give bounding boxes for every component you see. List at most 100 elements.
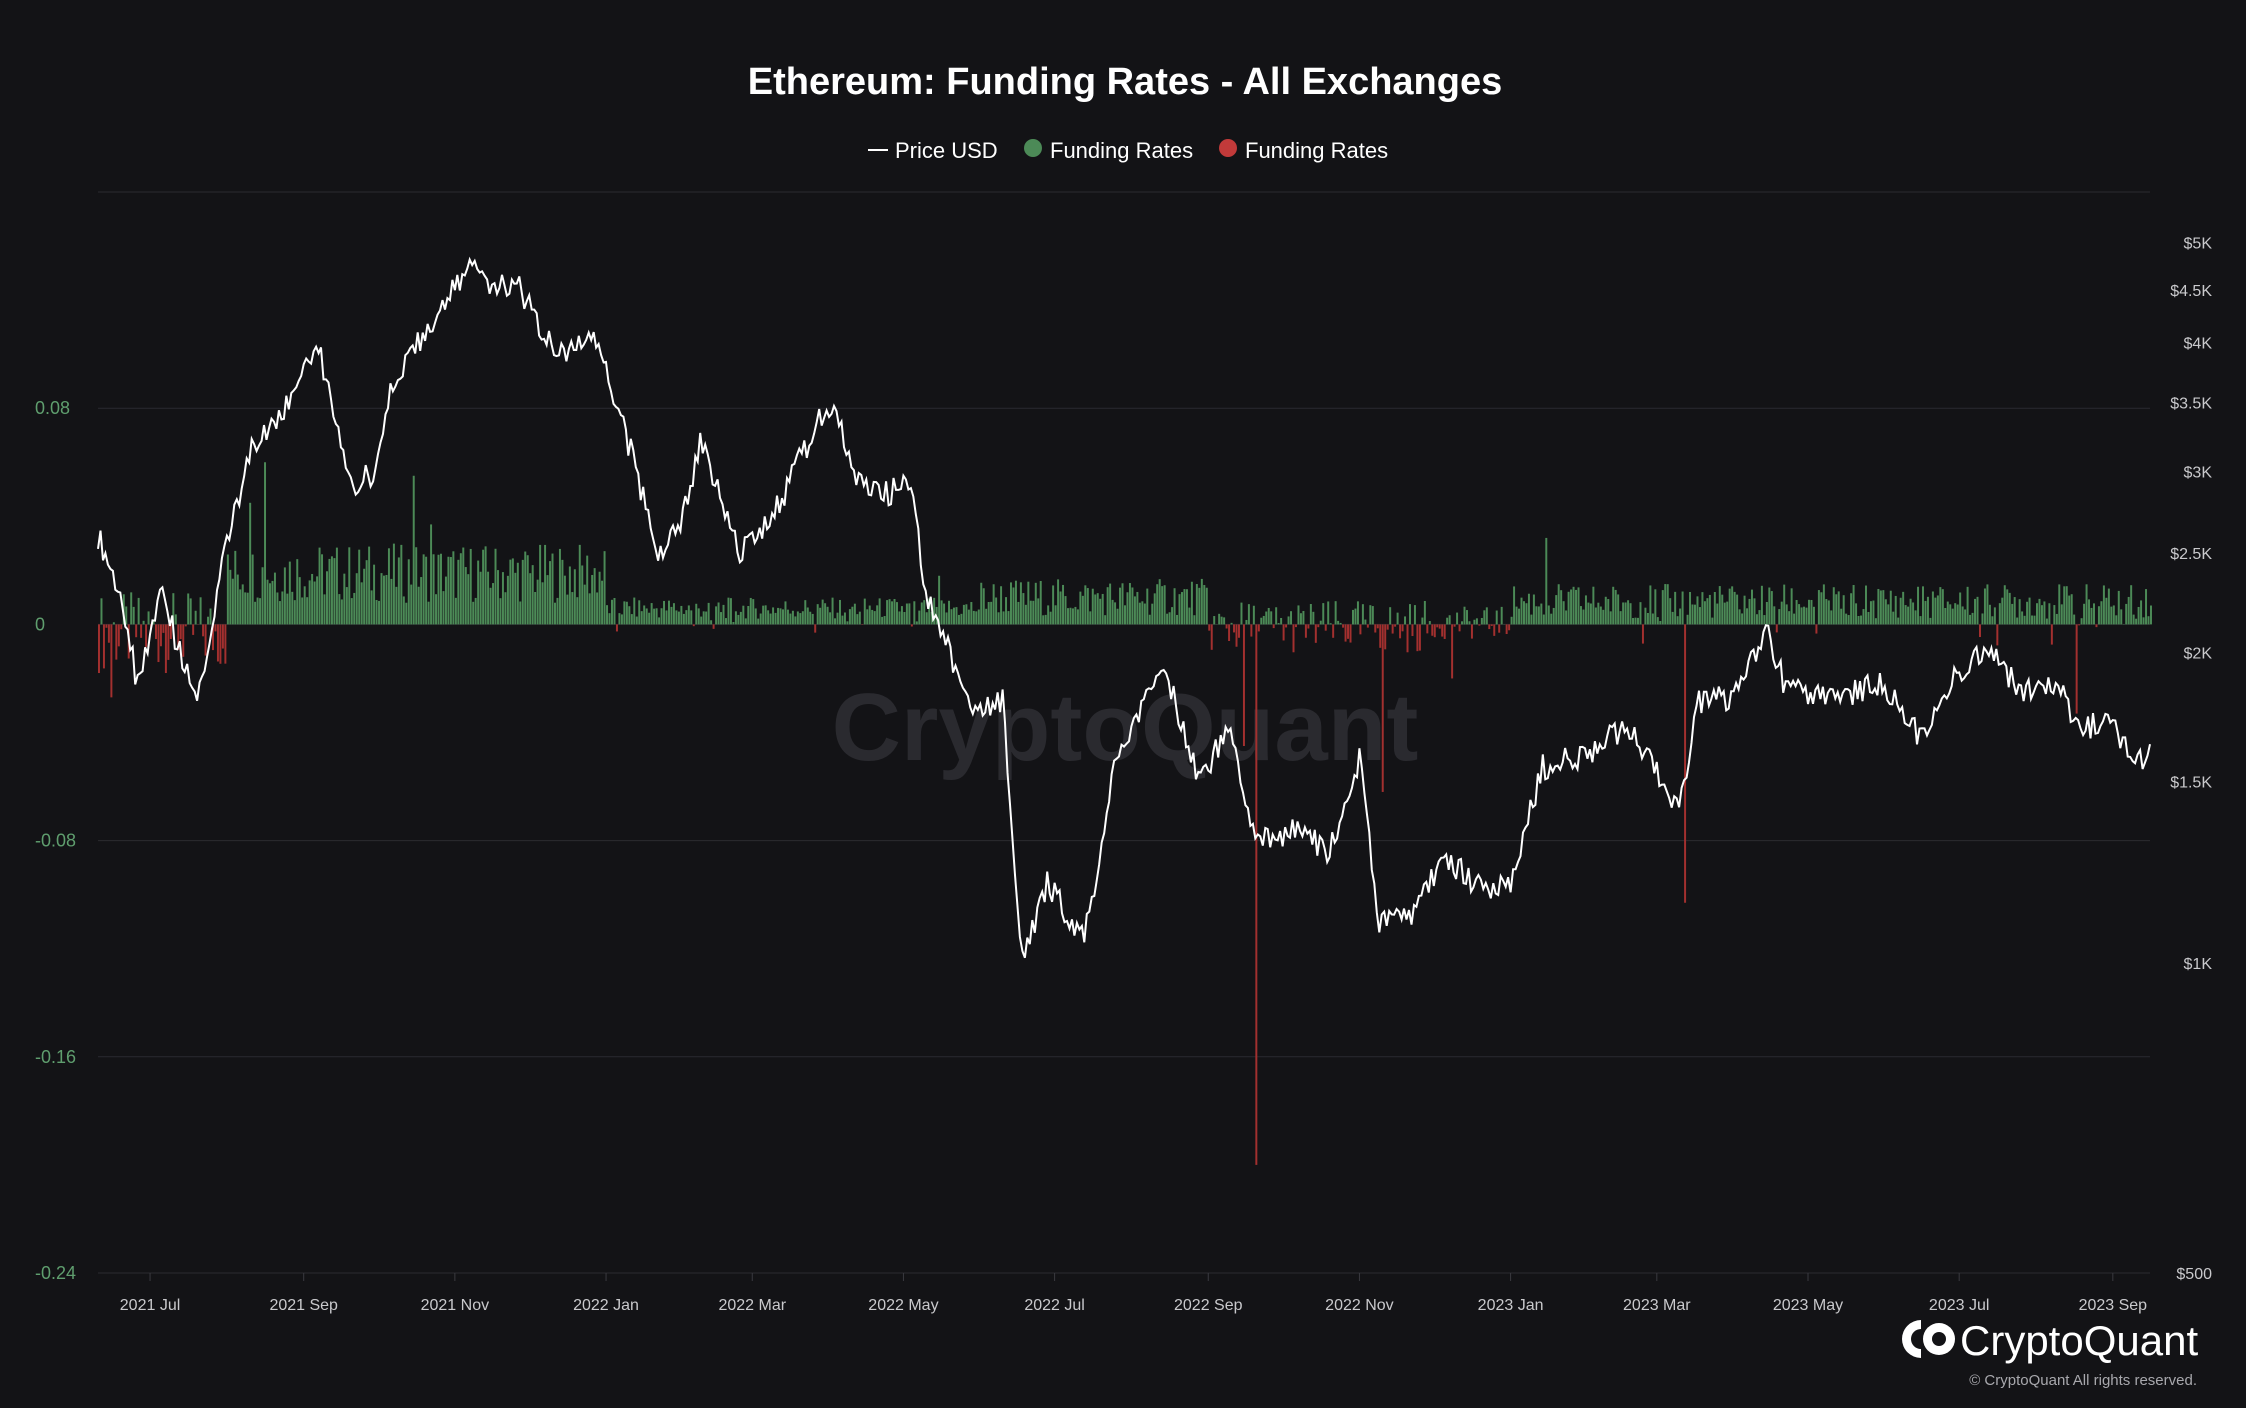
funding-bar-negative	[179, 624, 182, 640]
funding-bar-positive	[905, 603, 908, 625]
funding-bar-positive	[1584, 595, 1587, 625]
funding-bar-negative	[102, 624, 105, 669]
funding-bar-negative	[1307, 624, 1310, 629]
funding-bar-positive	[207, 616, 210, 625]
funding-bar-positive	[598, 571, 601, 625]
funding-bar-positive	[1604, 596, 1607, 625]
funding-bar-positive	[1446, 617, 1449, 625]
funding-bar-positive	[836, 612, 839, 625]
legend-price-label[interactable]: Price USD	[895, 138, 998, 163]
funding-bar-positive	[1936, 595, 1939, 625]
funding-bar-positive	[1822, 584, 1825, 625]
funding-bar-positive	[1981, 613, 1984, 625]
funding-bar-positive	[893, 598, 896, 625]
funding-bar-positive	[2130, 585, 2133, 625]
funding-bar-positive	[1151, 603, 1154, 625]
funding-bar-negative	[910, 624, 913, 627]
funding-bar-positive	[1919, 616, 1922, 625]
funding-bar-positive	[2013, 597, 2016, 625]
funding-bar-positive	[1473, 619, 1476, 625]
funding-bar-positive	[549, 561, 552, 625]
funding-bar-positive	[1461, 621, 1464, 625]
funding-bar-positive	[112, 622, 115, 625]
funding-bar-negative	[1453, 624, 1456, 627]
funding-bar-positive	[130, 592, 133, 625]
brand-logo: CryptoQuant © CryptoQuant All rights res…	[1902, 1317, 2198, 1389]
funding-bar-positive	[2080, 618, 2083, 625]
left-tick-label: -0.24	[35, 1263, 76, 1283]
funding-bar-positive	[752, 599, 755, 625]
funding-bar-negative	[1344, 624, 1347, 642]
funding-bar-negative	[1488, 624, 1491, 630]
funding-bar-positive	[437, 554, 440, 625]
funding-bar-positive	[1515, 606, 1518, 625]
funding-bar-positive	[323, 594, 326, 625]
funding-bar-positive	[1513, 586, 1516, 625]
legend-positive-label[interactable]: Funding Rates	[1050, 138, 1193, 163]
funding-bar-positive	[943, 603, 946, 625]
funding-bar-positive	[1716, 603, 1719, 625]
funding-bar-negative	[1317, 624, 1320, 628]
funding-bar-negative	[105, 624, 108, 628]
right-tick-label: $1K	[2184, 956, 2213, 973]
funding-bar-positive	[665, 610, 668, 625]
legend-negative-label[interactable]: Funding Rates	[1245, 138, 1388, 163]
funding-bar-positive	[1166, 613, 1169, 625]
funding-bar-positive	[1423, 600, 1426, 625]
funding-bar-positive	[1612, 586, 1615, 625]
funding-bar-positive	[1991, 616, 1994, 625]
funding-bar-positive	[301, 597, 304, 625]
funding-bar-positive	[1027, 581, 1030, 625]
funding-bar-positive	[611, 599, 613, 625]
right-tick-label: $2K	[2184, 646, 2213, 663]
funding-bar-negative	[1443, 624, 1446, 639]
funding-bar-positive	[1535, 606, 1538, 625]
funding-bar-positive	[1768, 587, 1771, 625]
funding-bar-positive	[1941, 589, 1944, 625]
funding-bar-positive	[264, 462, 267, 625]
funding-bar-positive	[1986, 584, 1989, 625]
funding-bar-positive	[1099, 598, 1102, 625]
funding-bar-positive	[2145, 589, 2148, 625]
funding-bar-positive	[1106, 587, 1109, 625]
funding-bar-positive	[824, 603, 827, 625]
funding-bar-positive	[975, 611, 978, 625]
funding-bar-positive	[1337, 620, 1340, 625]
funding-bar-positive	[249, 502, 252, 625]
right-axis: $5K $4.5K $4K $3.5K $3K $2.5K $2K $1.5K $1K $500	[2170, 236, 2212, 1283]
left-tick-label: -0.16	[35, 1047, 76, 1067]
funding-bar-positive	[2070, 594, 2073, 625]
funding-bar-positive	[1124, 605, 1126, 625]
funding-bar-positive	[1793, 613, 1796, 625]
watermark: CryptoQuant	[832, 674, 1419, 781]
left-tick-label: -0.08	[35, 831, 76, 851]
funding-bar-positive	[660, 608, 663, 625]
funding-bar-positive	[933, 597, 936, 625]
funding-bar-negative	[1498, 624, 1501, 633]
funding-bar-positive	[596, 592, 599, 625]
copyright-text: © CryptoQuant All rights reserved.	[1969, 1372, 2197, 1389]
funding-bar-positive	[1138, 602, 1141, 625]
funding-bar-positive	[271, 580, 274, 625]
funding-bar-positive	[568, 566, 571, 625]
funding-bar-positive	[2135, 618, 2138, 625]
funding-bar-negative	[1458, 624, 1461, 632]
funding-bar-negative	[145, 624, 148, 647]
funding-bar-positive	[459, 553, 462, 625]
funding-bar-positive	[769, 613, 772, 625]
funding-bar-positive	[1850, 593, 1853, 625]
funding-bar-positive	[655, 608, 658, 625]
funding-bar-positive	[370, 590, 373, 625]
funding-bar-negative	[1233, 624, 1236, 633]
funding-bar-positive	[663, 600, 666, 625]
funding-bar-positive	[928, 598, 931, 625]
funding-bar-positive	[903, 612, 906, 625]
funding-bar-positive	[392, 543, 395, 625]
funding-bar-positive	[732, 621, 735, 625]
funding-bar-positive	[338, 594, 341, 625]
funding-bar-positive	[1396, 612, 1399, 625]
funding-bar-positive	[1054, 605, 1057, 625]
funding-bar-positive	[638, 600, 641, 625]
x-tick-label: 2022 Jul	[1024, 1297, 1085, 1314]
funding-bar-positive	[380, 573, 383, 625]
